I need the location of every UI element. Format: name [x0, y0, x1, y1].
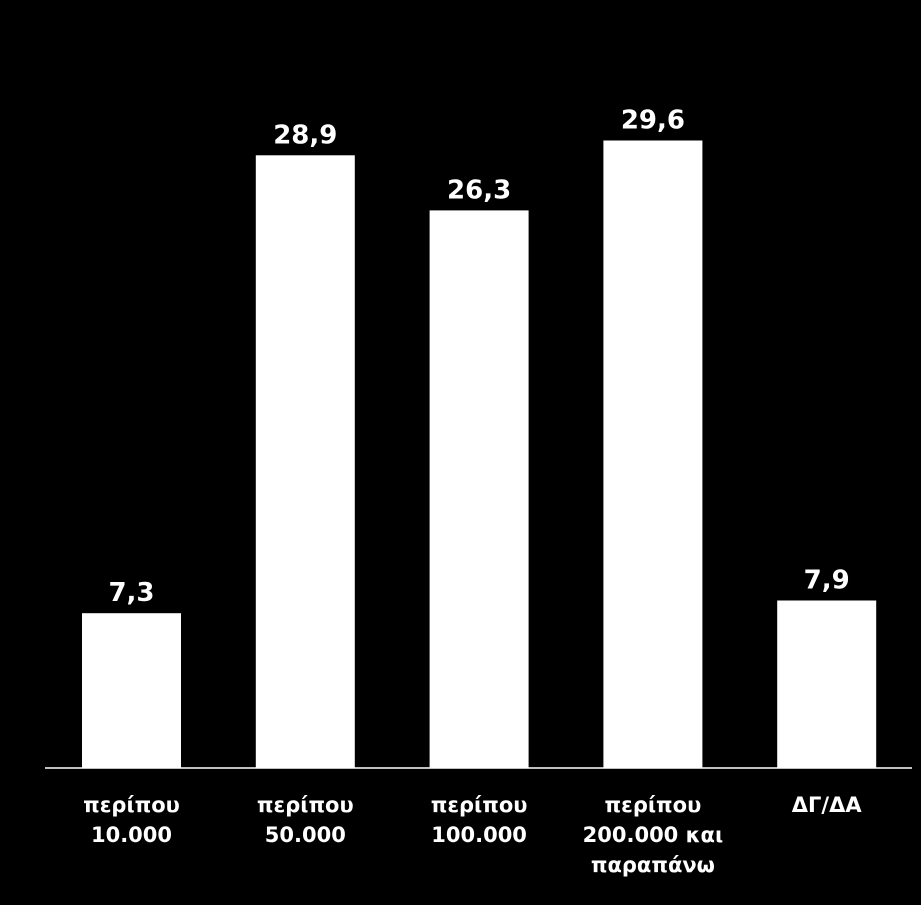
- category-label-line: 200.000 και: [583, 823, 724, 847]
- bar-value-label: 26,3: [447, 175, 511, 205]
- category-label-line: παραπάνω: [591, 853, 715, 877]
- category-label: ΔΓ/ΔΑ: [792, 793, 863, 817]
- bar: [255, 155, 355, 769]
- category-label-line: 100.000: [431, 823, 527, 847]
- category-label: περίπου 50.000: [257, 793, 354, 847]
- bar: [603, 140, 703, 768]
- category-label-line: περίπου: [83, 793, 180, 817]
- bar: [777, 600, 877, 768]
- category-labels-layer: περίπου 10.000 περίπου 50.000 περίπου 100.000…: [83, 793, 862, 877]
- bar-value-label: 7,3: [108, 578, 154, 608]
- bars-layer: [82, 140, 877, 769]
- bar-value-label: 7,9: [804, 566, 850, 596]
- category-label-line: περίπου: [605, 793, 702, 817]
- category-label: περίπου 200.000 και παραπάνω: [583, 793, 724, 877]
- bar-value-label: 28,9: [273, 120, 337, 150]
- category-label-line: 10.000: [91, 823, 172, 847]
- category-label-line: 50.000: [265, 823, 346, 847]
- category-label: περίπου 10.000: [83, 793, 180, 847]
- value-labels-layer: 7,3 28,9 26,3 29,6 7,9: [108, 106, 849, 609]
- category-label-line: περίπου: [257, 793, 354, 817]
- bar: [429, 210, 529, 768]
- category-label-line: ΔΓ/ΔΑ: [792, 793, 863, 817]
- bar-value-label: 29,6: [621, 106, 685, 136]
- bar: [82, 613, 181, 768]
- category-label-line: περίπου: [431, 793, 528, 817]
- category-label: περίπου 100.000: [431, 793, 528, 847]
